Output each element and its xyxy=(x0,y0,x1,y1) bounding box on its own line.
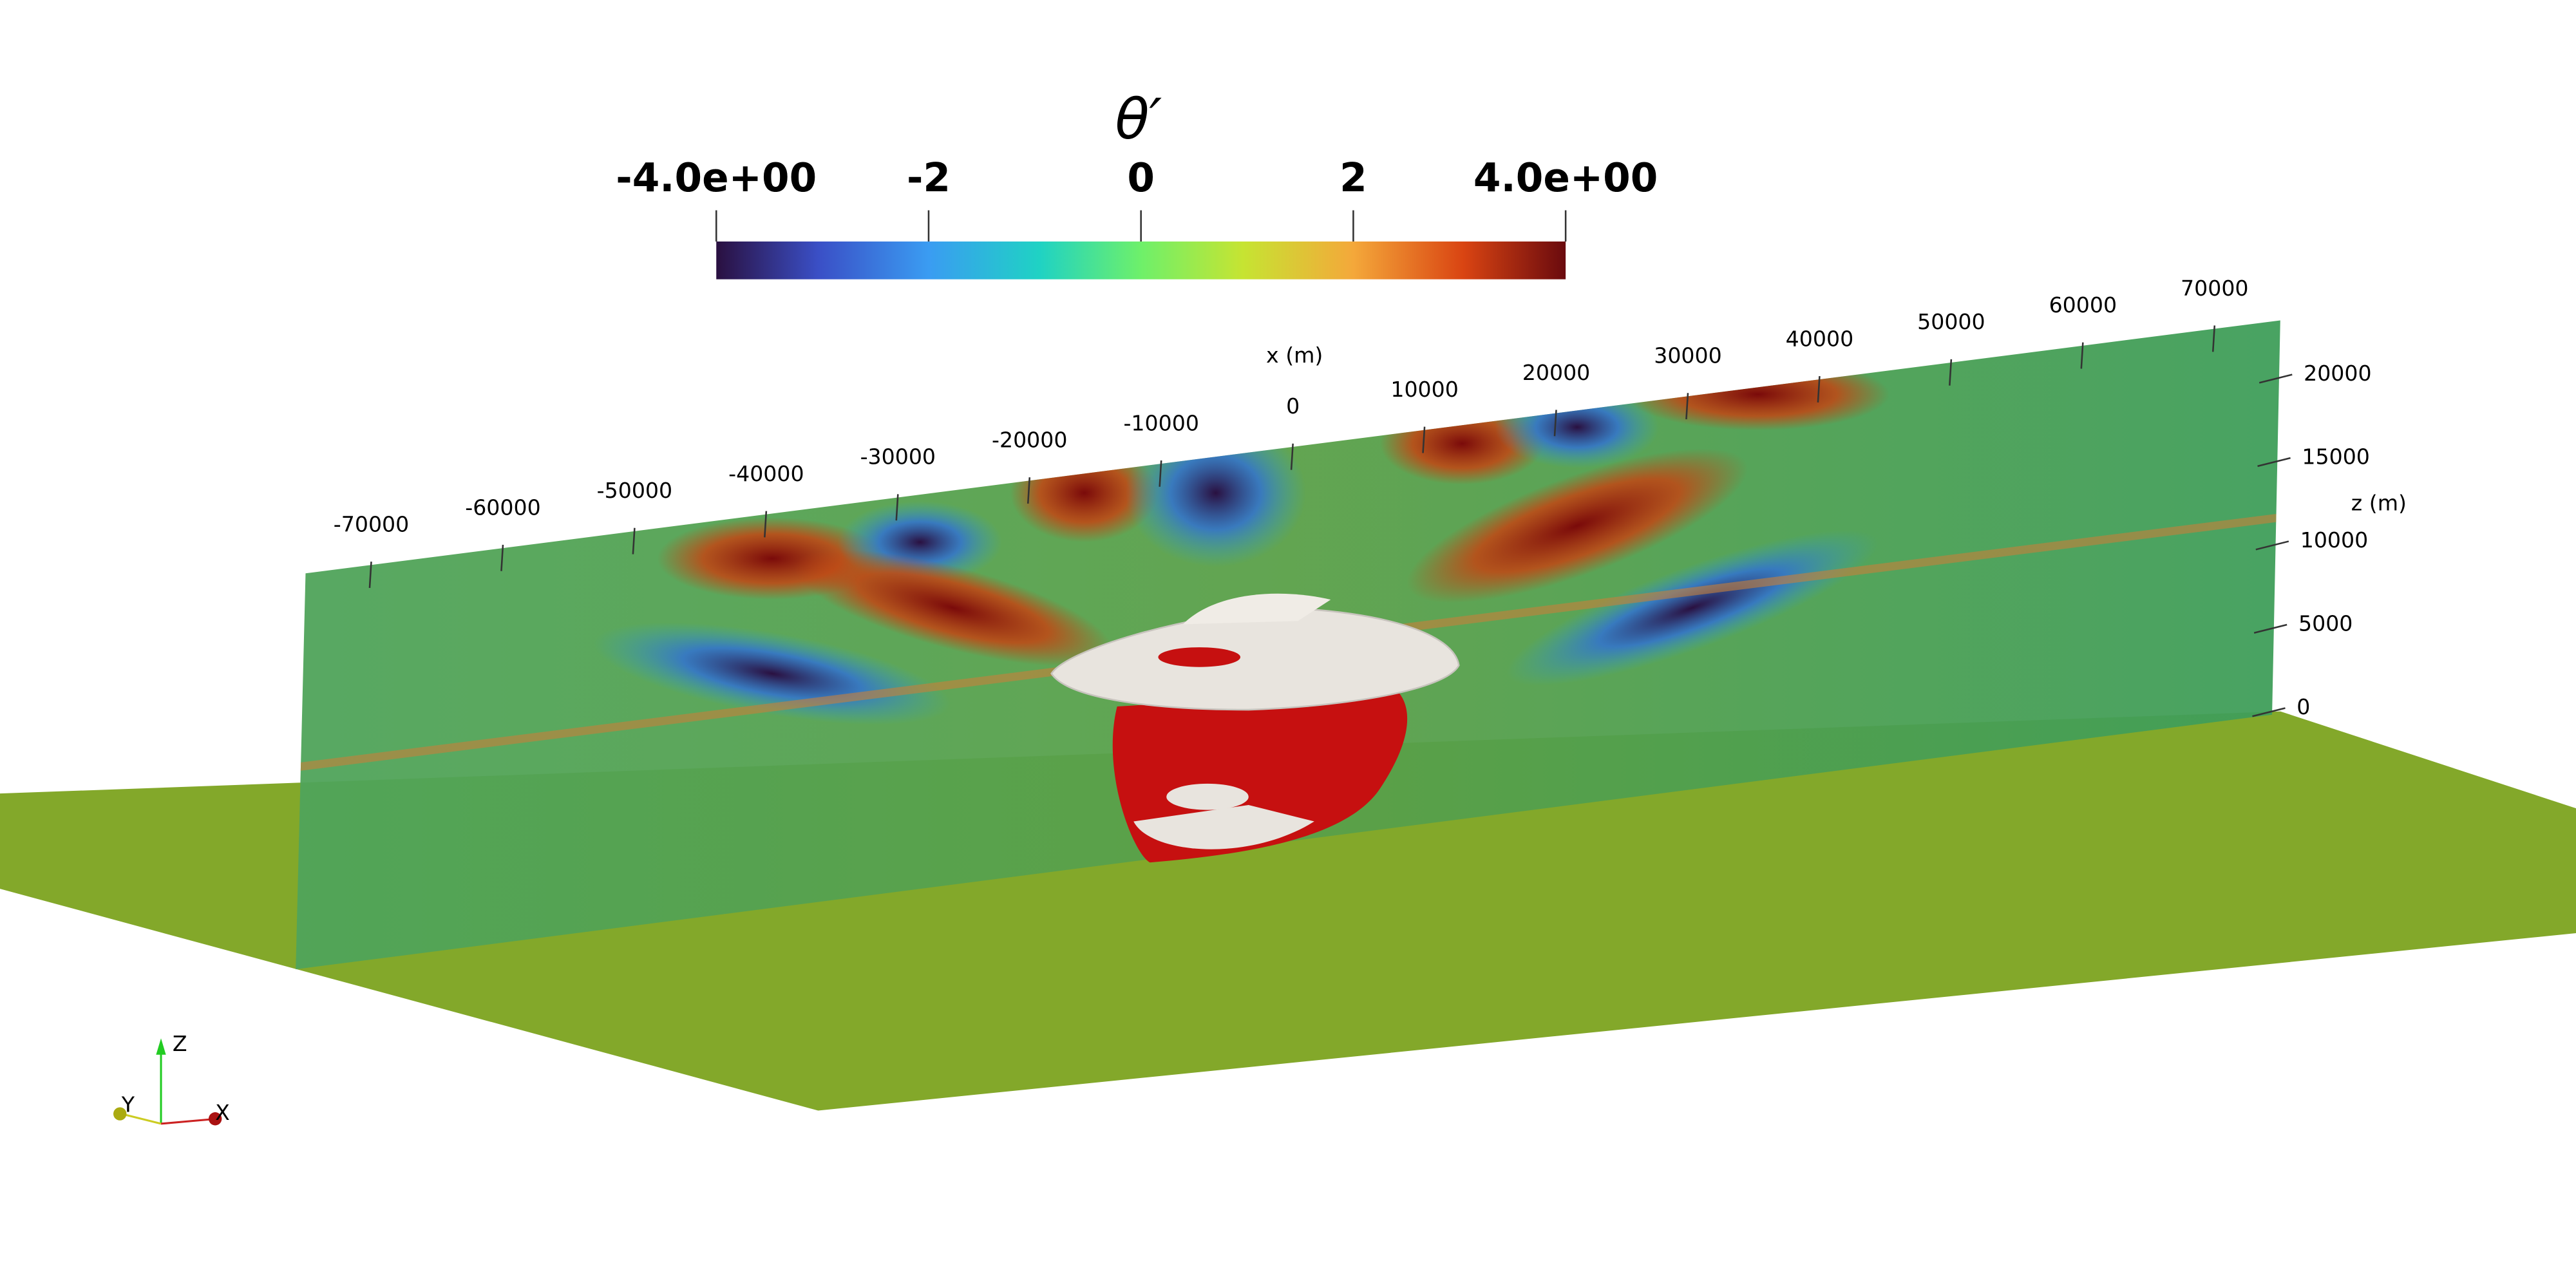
x-tick-label: -30000 xyxy=(860,444,936,469)
z-tick xyxy=(2259,374,2293,384)
x-tick xyxy=(500,544,504,571)
x-tick xyxy=(2211,325,2216,352)
x-tick xyxy=(1027,477,1031,504)
z-arrow-head xyxy=(156,1038,166,1055)
x-tick-label: 40000 xyxy=(1786,326,1853,351)
x-tick-label: 30000 xyxy=(1654,343,1721,368)
x-tick xyxy=(1159,460,1162,487)
x-tick-label: 70000 xyxy=(2181,276,2248,301)
x-tick xyxy=(1817,375,1821,402)
z-tick-label: 5000 xyxy=(2298,611,2353,636)
x-tick xyxy=(895,494,899,521)
x-tick-label: 50000 xyxy=(1917,309,1985,334)
x-arrow xyxy=(160,1117,217,1125)
x-tick xyxy=(1685,393,1689,420)
z-tick-label: 0 xyxy=(2297,694,2310,719)
z-tick xyxy=(2252,707,2286,717)
z-axis-title: z (m) xyxy=(2351,491,2407,516)
colorbar-tick-label: 2 xyxy=(1340,155,1367,201)
x-tick-label: -70000 xyxy=(334,512,409,537)
orientation-axes: Z Y X xyxy=(113,1031,230,1126)
y-arrow xyxy=(121,1113,162,1125)
y-arrow-head xyxy=(113,1107,127,1121)
x-tick-label: 20000 xyxy=(1522,360,1590,385)
y-axis-glyph-label: Y xyxy=(121,1092,135,1117)
colorbar-tick-label: 4.0e+00 xyxy=(1473,155,1658,201)
colorbar-tick-label: -2 xyxy=(907,155,951,201)
z-tick-label: 10000 xyxy=(2300,527,2368,553)
x-tick xyxy=(1290,443,1294,470)
z-tick-label: 15000 xyxy=(2302,444,2369,469)
z-axis-glyph-label: Z xyxy=(173,1031,187,1056)
colorbar-tick-label: 0 xyxy=(1127,155,1155,201)
x-tick-label: -40000 xyxy=(728,461,804,486)
colorbar: θ′ xyxy=(716,87,1566,279)
x-tick-label: -60000 xyxy=(465,495,540,520)
x-tick xyxy=(1422,426,1426,453)
z-tick xyxy=(2257,457,2291,468)
x-tick xyxy=(1553,410,1557,437)
z-tick xyxy=(2253,623,2287,634)
x-tick xyxy=(368,562,372,589)
z-tick-label: 20000 xyxy=(2304,361,2371,386)
isosurface xyxy=(1050,593,1460,863)
x-axis-title: x (m) xyxy=(1266,343,1323,368)
x-tick-label: -10000 xyxy=(1123,410,1198,435)
colorbar-ramp xyxy=(716,242,1566,279)
x-tick-label: -50000 xyxy=(597,478,672,503)
x-axis-glyph-label: X xyxy=(215,1100,230,1125)
x-tick xyxy=(1949,359,1953,386)
x-tick-label: -20000 xyxy=(992,428,1067,453)
colorbar-tick-label: -4.0e+00 xyxy=(616,155,817,201)
x-tick xyxy=(632,527,636,554)
x-arrow-head xyxy=(208,1112,222,1126)
colorbar-title: θ′ xyxy=(1115,87,1162,152)
x-tick-label: 60000 xyxy=(2049,292,2117,317)
x-tick xyxy=(764,511,768,538)
x-tick xyxy=(2080,342,2084,369)
x-tick-label: 10000 xyxy=(1390,377,1458,402)
x-tick-label: 0 xyxy=(1286,393,1300,419)
z-tick xyxy=(2255,540,2289,551)
